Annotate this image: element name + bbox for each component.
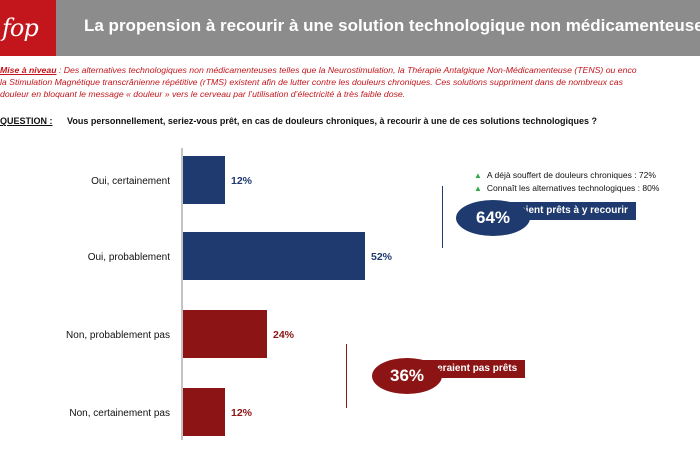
value-label: 12% <box>231 175 253 187</box>
callout-no-value: 36% <box>372 358 442 394</box>
notes: ▲ A déjà souffert de douleurs chroniques … <box>474 170 659 196</box>
category-label: Non, certainement pas <box>69 408 170 419</box>
callout-yes-label: Seraient prêts à y recourir <box>496 202 636 220</box>
green-triangle-icon: ▲ <box>474 184 482 193</box>
page-title: La propension à recourir à une solution … <box>84 16 700 35</box>
note-text: A déjà souffert de douleurs chroniques :… <box>486 170 656 180</box>
note-text: Connaît les alternatives technologiques … <box>486 183 660 193</box>
green-triangle-icon: ▲ <box>474 171 482 180</box>
note-item: ▲ A déjà souffert de douleurs chroniques … <box>474 170 659 183</box>
bar-chart: Oui, certainement 12% Oui, probablement 52%… <box>66 148 393 440</box>
category-label: Oui, certainement <box>91 176 170 187</box>
divider-line-yes <box>442 186 443 248</box>
intro-line-1-text: Des alternatives technologiques non médi… <box>63 65 637 75</box>
chart-bar <box>183 388 225 436</box>
value-label: 24% <box>273 329 295 341</box>
note-item: ▲ Connaît les alternatives technologiques… <box>474 183 659 196</box>
header-banner: fop La propension à recourir à une solut… <box>0 0 700 56</box>
category-label: Oui, probablement <box>88 252 170 263</box>
question-label: QUESTION : <box>0 116 53 126</box>
chart-bar <box>183 232 365 280</box>
chart-bar <box>183 310 267 358</box>
chart-bar <box>183 156 225 204</box>
intro-line-1: Mise à niveau : Des alternatives technol… <box>0 64 700 76</box>
question: QUESTION : Vous personnellement, seriez-… <box>0 116 700 126</box>
value-label: 52% <box>371 251 393 263</box>
intro-text: Mise à niveau : Des alternatives technol… <box>0 64 700 100</box>
intro-line-2: la Stimulation Magnétique transcrânienne… <box>0 77 623 87</box>
callout-yes-value: 64% <box>456 200 530 236</box>
value-label: 12% <box>231 407 253 419</box>
category-label: Non, probablement pas <box>66 330 170 341</box>
divider-line-no <box>346 344 347 408</box>
question-text: Vous personnellement, seriez-vous prêt, … <box>67 116 597 126</box>
logo: fop <box>0 0 56 56</box>
logo-text: fop <box>2 14 39 42</box>
intro-label: Mise à niveau <box>0 65 57 75</box>
intro-colon: : <box>56 65 64 75</box>
intro-line-3: douleur en bloquant le message « douleur… <box>0 89 406 99</box>
